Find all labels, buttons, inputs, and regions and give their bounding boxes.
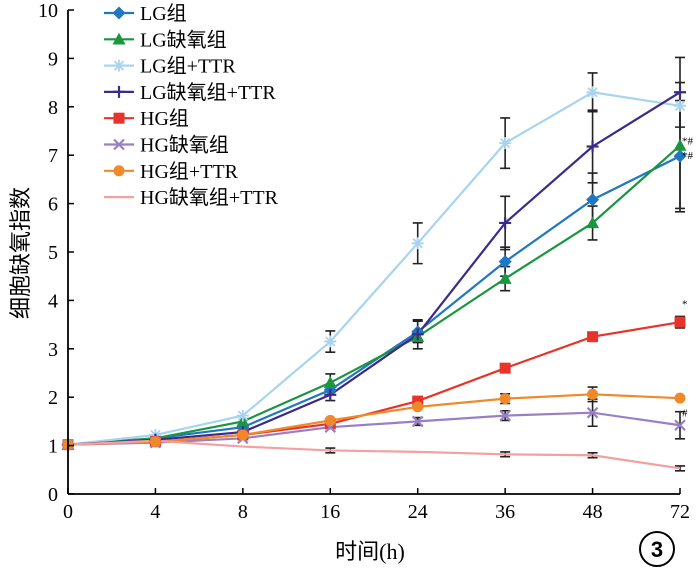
point-s1-p7	[673, 139, 687, 151]
corner-label-circle	[639, 531, 675, 567]
point-s5-p6	[586, 406, 599, 419]
point-s0-p6	[586, 193, 600, 207]
y-tick-label-2: 2	[48, 387, 58, 409]
x-tick-label-3: 16	[320, 501, 340, 523]
point-s0-p5	[498, 255, 512, 269]
point-s1-p6	[586, 216, 600, 229]
point-s1-p3	[323, 376, 337, 388]
legend: LG组 LG缺氧组 LG组+TTR LG缺氧组+TTR HG组 HG缺氧组 HG组+TTR H…	[104, 2, 279, 209]
y-tick-label-10: 10	[38, 0, 58, 22]
point-s2-p2	[236, 409, 249, 422]
point-s5-p5	[499, 409, 511, 422]
annotation-0: *#	[682, 136, 694, 148]
point-s6-p7	[674, 392, 686, 404]
point-s4-p6	[587, 331, 599, 343]
legend-label-5: HG缺氧组	[140, 134, 229, 157]
y-tick-label-7: 7	[48, 145, 58, 167]
x-tick-label-7: 72	[670, 501, 690, 523]
point-s2-p3	[324, 335, 337, 348]
legend-marker-3	[113, 85, 125, 98]
y-tick-label-4: 4	[48, 290, 58, 312]
annotation-1: *#	[682, 150, 694, 162]
point-s6-p6	[587, 388, 599, 400]
series-line-3	[67, 91, 681, 446]
y-tick-label-9: 9	[48, 48, 58, 70]
y-tick-label-5: 5	[48, 242, 58, 264]
series-line-2	[67, 91, 681, 446]
legend-label-0: LG组	[140, 2, 187, 25]
y-tick-label-0: 0	[48, 484, 58, 506]
legend-label-1: LG缺氧组	[140, 28, 227, 51]
point-s6-p1	[149, 436, 161, 448]
x-tick-label-4: 24	[408, 501, 428, 523]
series-lines-layer	[67, 91, 681, 470]
legend-marker-2	[113, 59, 125, 72]
markers-layer	[61, 86, 687, 452]
point-s4-p4	[412, 395, 424, 407]
point-s2-p5	[499, 137, 512, 150]
y-tick-label-8: 8	[48, 97, 58, 119]
legend-label-2: LG组+TTR	[140, 55, 236, 78]
annotation-3: #	[682, 408, 688, 420]
corner-label: 3	[651, 537, 663, 562]
x-tick-label-6: 48	[583, 501, 603, 523]
point-s3-p6	[586, 140, 599, 153]
point-s6-p3	[324, 414, 336, 426]
legend-marker-1	[112, 32, 126, 45]
point-s3-p7	[674, 86, 686, 99]
point-s5-p7	[674, 419, 686, 432]
series-line-6	[67, 393, 681, 446]
legend-label-6: HG组+TTR	[140, 160, 239, 183]
x-tick-label-2: 8	[238, 501, 248, 523]
x-tick-label-1: 4	[150, 501, 160, 523]
y-tick-label-1: 1	[48, 436, 58, 458]
legend-label-7: HG缺氧组+TTR	[140, 186, 279, 209]
point-s3-p3	[324, 388, 337, 401]
point-s1-p5	[498, 272, 512, 284]
legend-marker-5	[113, 138, 125, 151]
x-axis-title: 时间(h)	[335, 539, 405, 564]
annotation-2: *	[682, 299, 688, 311]
point-s3-p4	[411, 328, 424, 341]
point-s2-p4	[411, 237, 424, 250]
legend-marker-4	[113, 112, 125, 124]
point-s6-p2	[237, 429, 249, 441]
series-line-1	[67, 144, 681, 446]
legend-marker-0	[112, 6, 126, 20]
point-s0-p7	[673, 149, 687, 163]
x-tick-label-0: 0	[63, 501, 73, 523]
point-s4-p7	[674, 316, 686, 328]
legend-marker-6	[113, 165, 125, 177]
y-tick-label-3: 3	[48, 339, 58, 361]
point-s4-p5	[499, 362, 511, 374]
y-tick-label-6: 6	[48, 194, 58, 216]
legend-label-3: LG缺氧组+TTR	[140, 81, 276, 104]
x-tick-label-5: 36	[495, 501, 515, 523]
y-axis-title: 细胞缺氧指数	[8, 187, 33, 319]
annotations-layer: *#*#*#	[682, 136, 694, 420]
point-s6-p5	[499, 393, 511, 405]
series-line-7	[67, 439, 681, 470]
legend-label-4: HG组	[140, 107, 189, 130]
point-s5-p4	[411, 415, 424, 428]
point-s3-p5	[499, 216, 512, 229]
point-s2-p6	[586, 86, 599, 99]
point-s6-p4	[412, 401, 424, 413]
point-s2-p7	[674, 99, 686, 112]
